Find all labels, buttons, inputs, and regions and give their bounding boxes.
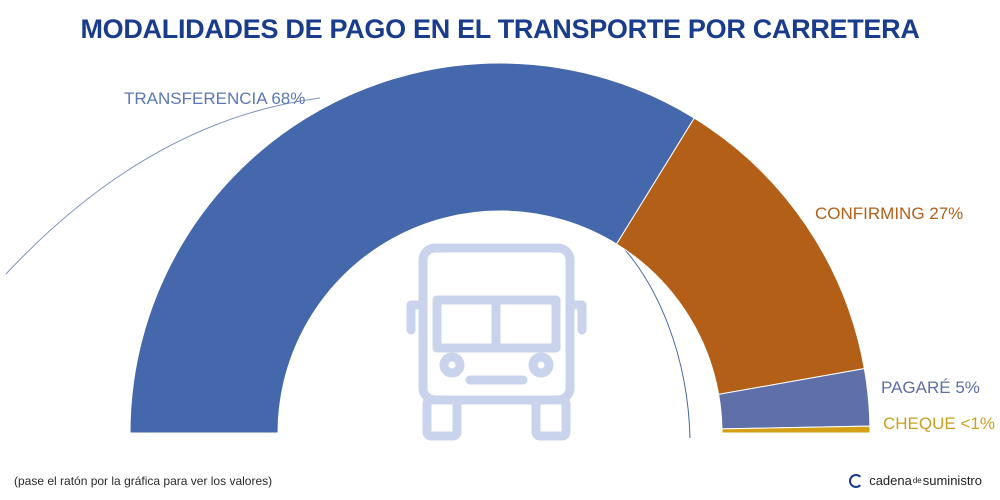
inner-decorative-arc [607, 231, 691, 439]
slice-label-cheque: CHEQUE <1% [883, 414, 995, 433]
brand-name-part2: de [912, 476, 922, 485]
slice-transferencia[interactable] [129, 62, 695, 434]
brand-logo-icon [849, 473, 864, 488]
brand-name-part3: suministro [922, 473, 982, 488]
slice-label-transferencia: TRANSFERENCIA 68% [124, 89, 305, 108]
hover-hint-text: (pase el ratón por la gráfica para ver l… [14, 474, 273, 488]
left-decorative-arc [5, 97, 321, 275]
truck-icon [406, 243, 587, 441]
brand-name-part1: cadena [869, 473, 912, 488]
slice-cheque[interactable] [721, 425, 871, 434]
slice-label-pagar-: PAGARÉ 5% [881, 378, 980, 397]
chart-title: MODALIDADES DE PAGO EN EL TRANSPORTE POR… [80, 14, 920, 44]
slice-label-confirming: CONFIRMING 27% [815, 204, 963, 223]
decorative-arcs [5, 97, 691, 439]
brand-logo: cadena de suministro [849, 473, 982, 488]
